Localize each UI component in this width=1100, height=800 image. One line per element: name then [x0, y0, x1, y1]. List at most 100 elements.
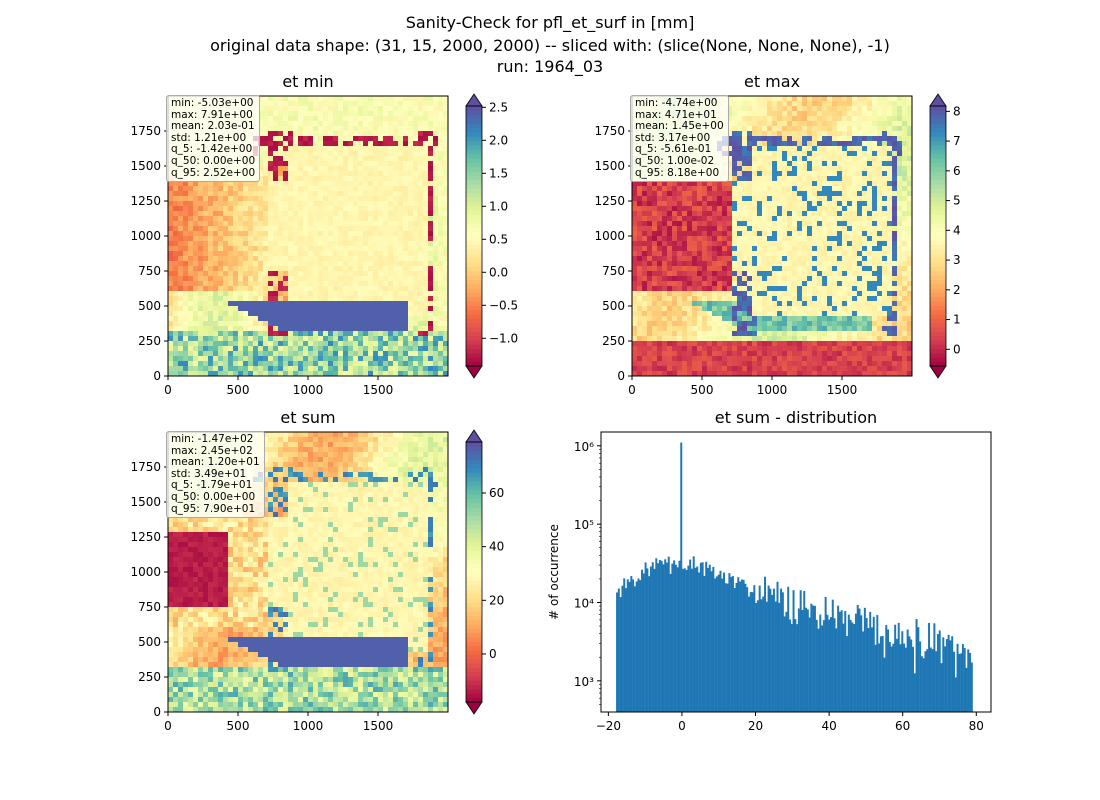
heatmap-cell	[727, 176, 733, 182]
heatmap-cell	[722, 246, 728, 252]
heatmap-cell	[313, 186, 319, 192]
heatmap-cell	[812, 116, 818, 122]
heatmap-cell	[857, 116, 863, 122]
heatmap-cell	[637, 211, 643, 217]
heatmap-cell	[787, 151, 793, 157]
heatmap-cell	[737, 121, 743, 127]
heatmap-cell	[323, 186, 329, 192]
heatmap-cell	[343, 106, 349, 112]
heatmap-cell	[278, 331, 284, 337]
heatmap-cell	[258, 206, 264, 212]
heatmap-cell	[423, 231, 429, 237]
heatmap-cell	[278, 241, 284, 247]
heatmap-cell	[308, 331, 314, 337]
heatmap-cell	[393, 281, 399, 287]
heatmap-cell	[198, 191, 204, 197]
heatmap-cell	[208, 361, 214, 367]
heatmap-cell	[837, 141, 843, 147]
heatmap-cell	[203, 231, 209, 237]
heatmap-cell	[278, 316, 284, 322]
heatmap-cell	[303, 116, 309, 122]
heatmap-cell	[877, 246, 883, 252]
heatmap-cell	[273, 231, 279, 237]
heatmap-cell	[268, 271, 274, 277]
heatmap-cell	[318, 351, 324, 357]
heatmap-cell	[308, 281, 314, 287]
heatmap-cell	[228, 216, 234, 222]
heatmap-cell	[263, 266, 269, 272]
heatmap-cell	[178, 241, 184, 247]
heatmap-cell	[777, 226, 783, 232]
heatmap-cell	[767, 221, 773, 227]
heatmap-cell	[288, 241, 294, 247]
heatmap-cell	[218, 356, 224, 362]
heatmap-cell	[288, 246, 294, 252]
heatmap-cell	[438, 276, 444, 282]
heatmap-cell	[383, 371, 389, 376]
heatmap-cell	[278, 111, 284, 117]
heatmap-cell	[782, 131, 788, 137]
heatmap-cell	[278, 271, 284, 277]
heatmap-cell	[218, 266, 224, 272]
heatmap-cell	[428, 351, 434, 357]
heatmap-cell	[168, 316, 174, 322]
heatmap-cell	[403, 101, 409, 107]
heatmap-cell	[258, 311, 264, 317]
heatmap-cell	[343, 251, 349, 257]
heatmap-cell	[413, 181, 419, 187]
heatmap-cell	[852, 131, 858, 137]
heatmap-cell	[198, 276, 204, 282]
heatmap-cell	[792, 151, 798, 157]
heatmap-cell	[882, 226, 888, 232]
heatmap-cell	[393, 301, 399, 307]
heatmap-cell	[443, 241, 448, 247]
heatmap-cell	[737, 226, 743, 232]
heatmap-cell	[168, 306, 174, 312]
heatmap-cell	[373, 156, 379, 162]
heatmap-cell	[373, 161, 379, 167]
heatmap-cell	[288, 326, 294, 332]
heatmap-cell	[433, 341, 439, 347]
heatmap-cell	[288, 266, 294, 272]
heatmap-cell	[353, 96, 359, 102]
heatmap-cell	[253, 366, 259, 372]
heatmap-cell	[233, 196, 239, 202]
heatmap-cell	[857, 161, 863, 167]
heatmap-cell	[662, 191, 668, 197]
heatmap-cell	[373, 216, 379, 222]
heatmap-cell	[702, 201, 708, 207]
heatmap-cell	[383, 361, 389, 367]
heatmap-cell	[692, 206, 698, 212]
heatmap-cell	[373, 171, 379, 177]
heatmap-cell	[248, 211, 254, 217]
heatmap-cell	[438, 331, 444, 337]
heatmap-cell	[298, 241, 304, 247]
heatmap-cell	[762, 126, 768, 132]
heatmap-cell	[682, 216, 688, 222]
heatmap-cell	[832, 196, 838, 202]
heatmap-cell	[902, 146, 908, 152]
heatmap-cell	[363, 216, 369, 222]
heatmap-cell	[328, 306, 334, 312]
heatmap-cell	[283, 181, 289, 187]
heatmap-cell	[318, 326, 324, 332]
heatmap-cell	[303, 296, 309, 302]
heatmap-cell	[293, 151, 299, 157]
heatmap-cell	[792, 146, 798, 152]
heatmap-cell	[393, 321, 399, 327]
heatmap-cell	[278, 371, 284, 376]
heatmap-cell	[283, 101, 289, 107]
heatmap-cell	[298, 111, 304, 117]
heatmap-cell	[273, 241, 279, 247]
heatmap-cell	[263, 161, 269, 167]
heatmap-cell	[822, 141, 828, 147]
heatmap-cell	[792, 206, 798, 212]
heatmap-cell	[383, 206, 389, 212]
heatmap-cell	[897, 151, 903, 157]
heatmap-cell	[403, 356, 409, 362]
heatmap-cell	[772, 216, 778, 222]
heatmap-cell	[268, 251, 274, 257]
heatmap-cell	[398, 121, 404, 127]
heatmap-cell	[398, 196, 404, 202]
heatmap-cell	[727, 131, 733, 137]
